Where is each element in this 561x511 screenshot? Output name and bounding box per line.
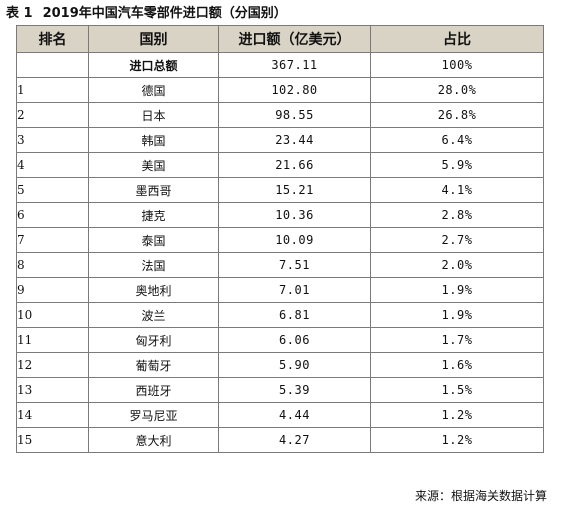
rank-cell: 3 (16, 127, 89, 153)
share-cell: 2.7% (370, 227, 544, 253)
country-cell: 德国 (88, 77, 219, 103)
country-cell: 日本 (88, 102, 219, 128)
table-row: 3 韩国 23.44 6.4% (16, 127, 544, 153)
table-row: 7 泰国 10.09 2.7% (16, 227, 544, 253)
share-cell: 1.2% (370, 402, 544, 428)
table-row: 4 美国 21.66 5.9% (16, 152, 544, 178)
share-cell: 5.9% (370, 152, 544, 178)
table-title-text: 2019年中国汽车零部件进口额（分国别） (42, 6, 287, 21)
total-share: 100% (370, 52, 544, 78)
column-header-amount: 进口额（亿美元） (218, 25, 371, 53)
table-row: 1 德国 102.80 28.0% (16, 77, 544, 103)
country-cell: 美国 (88, 152, 219, 178)
rank-cell: 7 (16, 227, 89, 253)
table-row: 2 日本 98.55 26.8% (16, 102, 544, 128)
rank-cell: 12 (16, 352, 89, 378)
share-cell: 26.8% (370, 102, 544, 128)
column-header-share: 占比 (370, 25, 544, 53)
country-cell: 匈牙利 (88, 327, 219, 353)
amount-cell: 7.51 (218, 252, 371, 278)
country-cell: 罗马尼亚 (88, 402, 219, 428)
total-label: 进口总额 (88, 52, 219, 78)
table-row: 12 葡萄牙 5.90 1.6% (16, 352, 544, 378)
rank-cell: 10 (16, 302, 89, 328)
amount-cell: 7.01 (218, 277, 371, 303)
share-cell: 4.1% (370, 177, 544, 203)
share-cell: 1.2% (370, 427, 544, 453)
rank-cell: 9 (16, 277, 89, 303)
table-row: 5 墨西哥 15.21 4.1% (16, 177, 544, 203)
country-cell: 波兰 (88, 302, 219, 328)
amount-cell: 4.44 (218, 402, 371, 428)
share-cell: 6.4% (370, 127, 544, 153)
column-header-country: 国别 (88, 25, 219, 53)
country-cell: 葡萄牙 (88, 352, 219, 378)
share-cell: 28.0% (370, 77, 544, 103)
header-row: 排名 国别 进口额（亿美元） 占比 (16, 25, 544, 53)
table-number: 表 1 (6, 6, 33, 21)
rank-cell: 8 (16, 252, 89, 278)
country-cell: 法国 (88, 252, 219, 278)
amount-cell: 6.81 (218, 302, 371, 328)
total-amount: 367.11 (218, 52, 371, 78)
table-row: 13 西班牙 5.39 1.5% (16, 377, 544, 403)
rank-cell: 11 (16, 327, 89, 353)
rank-cell: 14 (16, 402, 89, 428)
amount-cell: 23.44 (218, 127, 371, 153)
import-table: 排名 国别 进口额（亿美元） 占比 进口总额 367.11 100% 1 德国 10… (16, 25, 544, 453)
share-cell: 1.9% (370, 302, 544, 328)
table-row: 9 奥地利 7.01 1.9% (16, 277, 544, 303)
country-cell: 奥地利 (88, 277, 219, 303)
amount-cell: 6.06 (218, 327, 371, 353)
rank-cell: 6 (16, 202, 89, 228)
country-cell: 捷克 (88, 202, 219, 228)
rank-cell: 13 (16, 377, 89, 403)
total-row: 进口总额 367.11 100% (16, 52, 544, 78)
country-cell: 西班牙 (88, 377, 219, 403)
column-header-rank: 排名 (16, 25, 89, 53)
rank-cell: 15 (16, 427, 89, 453)
table-row: 11 匈牙利 6.06 1.7% (16, 327, 544, 353)
table-row: 15 意大利 4.27 1.2% (16, 427, 544, 453)
share-cell: 2.0% (370, 252, 544, 278)
amount-cell: 4.27 (218, 427, 371, 453)
amount-cell: 21.66 (218, 152, 371, 178)
share-cell: 1.7% (370, 327, 544, 353)
table-row: 14 罗马尼亚 4.44 1.2% (16, 402, 544, 428)
rank-cell: 4 (16, 152, 89, 178)
share-cell: 1.6% (370, 352, 544, 378)
country-cell: 韩国 (88, 127, 219, 153)
country-cell: 泰国 (88, 227, 219, 253)
amount-cell: 10.36 (218, 202, 371, 228)
share-cell: 1.5% (370, 377, 544, 403)
rank-cell: 2 (16, 102, 89, 128)
rank-cell: 5 (16, 177, 89, 203)
amount-cell: 102.80 (218, 77, 371, 103)
amount-cell: 5.39 (218, 377, 371, 403)
total-rank (16, 52, 89, 78)
share-cell: 1.9% (370, 277, 544, 303)
amount-cell: 10.09 (218, 227, 371, 253)
amount-cell: 98.55 (218, 102, 371, 128)
source-note: 来源：根据海关数据计算 (414, 489, 547, 503)
country-cell: 意大利 (88, 427, 219, 453)
amount-cell: 5.90 (218, 352, 371, 378)
table-row: 10 波兰 6.81 1.9% (16, 302, 544, 328)
share-cell: 2.8% (370, 202, 544, 228)
country-cell: 墨西哥 (88, 177, 219, 203)
table-row: 6 捷克 10.36 2.8% (16, 202, 544, 228)
table-row: 8 法国 7.51 2.0% (16, 252, 544, 278)
rank-cell: 1 (16, 77, 89, 103)
table-title: 表 1 2019年中国汽车零部件进口额（分国别） (6, 4, 287, 24)
amount-cell: 15.21 (218, 177, 371, 203)
